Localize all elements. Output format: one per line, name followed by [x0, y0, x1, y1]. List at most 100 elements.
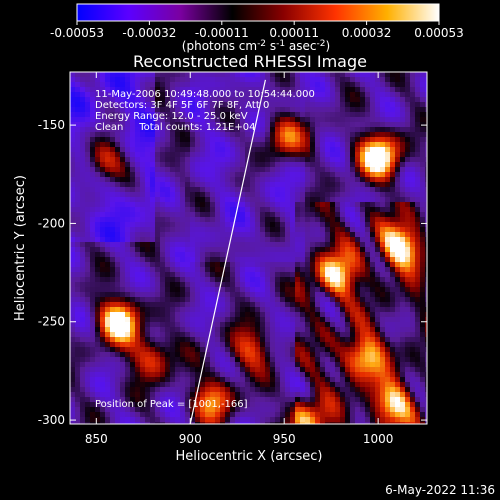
heatmap-cell	[275, 117, 281, 123]
heatmap-cell	[195, 207, 201, 213]
heatmap-cell	[220, 312, 226, 318]
heatmap-cell	[160, 227, 166, 233]
heatmap-cell	[200, 312, 206, 318]
heatmap-cell	[110, 392, 116, 398]
heatmap-cell	[210, 357, 216, 363]
heatmap-cell	[120, 387, 126, 393]
heatmap-cell	[305, 97, 311, 103]
heatmap-cell	[420, 92, 426, 98]
heatmap-cell	[335, 187, 341, 193]
heatmap-cell	[235, 82, 241, 88]
heatmap-cell	[310, 147, 316, 153]
heatmap-cell	[120, 132, 126, 138]
heatmap-cell	[420, 187, 426, 193]
heatmap-cell	[255, 117, 261, 123]
heatmap-cell	[340, 362, 346, 368]
heatmap-cell	[70, 387, 76, 393]
heatmap-cell	[115, 157, 121, 163]
heatmap-cell	[405, 142, 411, 148]
heatmap-cell	[380, 307, 386, 313]
heatmap-cell	[295, 127, 301, 133]
heatmap-cell	[420, 327, 426, 333]
heatmap-cell	[145, 377, 151, 383]
heatmap-cell	[330, 77, 336, 83]
heatmap-cell	[395, 172, 401, 178]
heatmap-cell	[75, 202, 81, 208]
heatmap-cell	[385, 192, 391, 198]
heatmap-cell	[130, 157, 136, 163]
heatmap-cell	[90, 282, 96, 288]
heatmap-cell	[285, 392, 291, 398]
heatmap-cell	[180, 232, 186, 238]
heatmap-cell	[290, 297, 296, 303]
heatmap-cell	[210, 312, 216, 318]
heatmap-cell	[75, 302, 81, 308]
heatmap-cell	[360, 412, 366, 418]
heatmap-cell	[80, 137, 86, 143]
heatmap-cell	[100, 72, 106, 78]
heatmap-cell	[405, 192, 411, 198]
heatmap-cell	[310, 317, 316, 323]
heatmap-cell	[220, 92, 226, 98]
heatmap-cell	[275, 402, 281, 408]
heatmap-cell	[415, 367, 421, 373]
heatmap-cell	[365, 312, 371, 318]
heatmap-cell	[155, 172, 161, 178]
heatmap-cell	[395, 372, 401, 378]
heatmap-cell	[200, 172, 206, 178]
heatmap-cell	[205, 297, 211, 303]
heatmap-cell	[265, 207, 271, 213]
heatmap-cell	[125, 307, 131, 313]
heatmap-cell	[360, 202, 366, 208]
heatmap-cell	[420, 347, 426, 353]
heatmap-cell	[390, 377, 396, 383]
heatmap-cell	[345, 387, 351, 393]
heatmap-cell	[285, 237, 291, 243]
heatmap-cell	[80, 237, 86, 243]
heatmap-cell	[140, 347, 146, 353]
heatmap-cell	[310, 267, 316, 273]
heatmap-cell	[145, 252, 151, 258]
heatmap-cell	[350, 397, 356, 403]
heatmap-cell	[125, 382, 131, 388]
heatmap-cell	[125, 277, 131, 283]
heatmap-cell	[125, 137, 131, 143]
heatmap-cell	[100, 152, 106, 158]
heatmap-cell	[270, 107, 276, 113]
heatmap-cell	[175, 157, 181, 163]
heatmap-cell	[270, 372, 276, 378]
heatmap-cell	[200, 317, 206, 323]
heatmap-cell	[150, 327, 156, 333]
heatmap-cell	[135, 152, 141, 158]
heatmap-cell	[280, 147, 286, 153]
heatmap-cell	[70, 172, 76, 178]
heatmap-cell	[330, 297, 336, 303]
heatmap-cell	[75, 182, 81, 188]
heatmap-cell	[295, 242, 301, 248]
heatmap-cell	[225, 387, 231, 393]
heatmap-cell	[400, 192, 406, 198]
heatmap-cell	[290, 152, 296, 158]
heatmap-cell	[250, 162, 256, 168]
heatmap-cell	[110, 277, 116, 283]
heatmap-cell	[290, 382, 296, 388]
heatmap-cell	[75, 322, 81, 328]
heatmap-cell	[285, 167, 291, 173]
heatmap-cell	[255, 372, 261, 378]
heatmap-cell	[205, 317, 211, 323]
heatmap-cell	[125, 197, 131, 203]
heatmap-cell	[425, 77, 427, 83]
heatmap-cell	[355, 167, 361, 173]
heatmap-cell	[380, 287, 386, 293]
heatmap-cell	[375, 187, 381, 193]
heatmap-cell	[360, 347, 366, 353]
heatmap-cell	[220, 327, 226, 333]
heatmap-cell	[100, 262, 106, 268]
heatmap-cell	[165, 347, 171, 353]
heatmap-cell	[375, 212, 381, 218]
heatmap-cell	[285, 212, 291, 218]
heatmap-cell	[80, 107, 86, 113]
heatmap-cell	[155, 112, 161, 118]
heatmap-cell	[70, 332, 76, 338]
heatmap-cell	[130, 357, 136, 363]
